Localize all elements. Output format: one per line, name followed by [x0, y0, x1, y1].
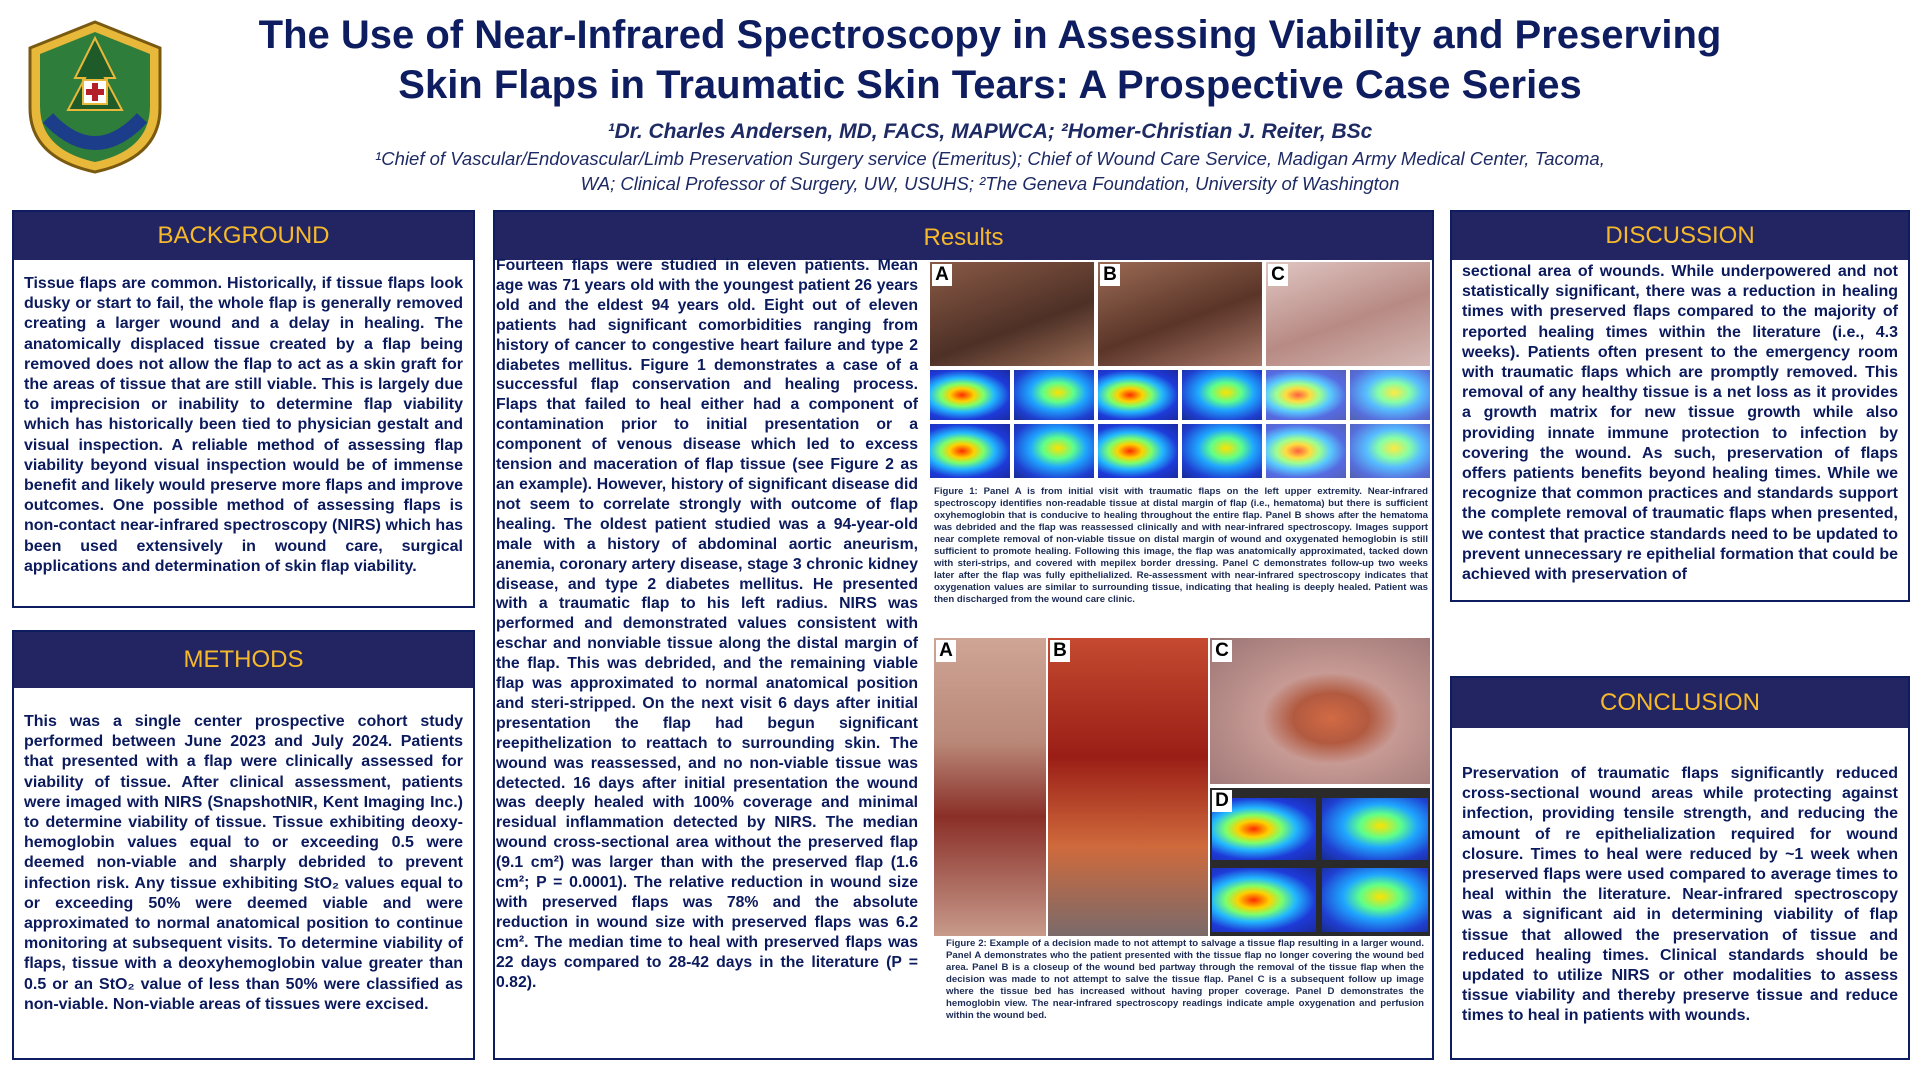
panel-letter-c: C: [1212, 640, 1232, 662]
discussion-heading: DISCUSSION: [1452, 212, 1908, 260]
panel-letter-b: B: [1050, 640, 1070, 662]
conclusion-heading: CONCLUSION: [1452, 678, 1908, 728]
figure-2-nirs-d4: [1322, 868, 1428, 932]
conclusion-panel: CONCLUSION Preservation of traumatic fla…: [1450, 676, 1910, 1060]
figure-1-nirs-a3: [930, 424, 1010, 478]
figure-1-caption: Figure 1: Panel A is from initial visit …: [934, 486, 1428, 605]
figure-1-nirs-b2: [1182, 370, 1262, 420]
figure-2-panel-d: D: [1210, 788, 1430, 936]
discussion-panel: DISCUSSION sectional area of wounds. Whi…: [1450, 210, 1910, 602]
poster-title: The Use of Near-Infrared Spectroscopy in…: [200, 10, 1780, 110]
figure-2-panel-c: C: [1210, 638, 1430, 784]
figure-1-nirs-a1: [930, 370, 1010, 420]
background-panel: BACKGROUND Tissue flaps are common. Hist…: [12, 210, 475, 608]
figure-1-nirs-b1: [1098, 370, 1178, 420]
figure-1-panel-c: C: [1266, 262, 1430, 366]
figure-1-panel-b: B: [1098, 262, 1262, 366]
author-list: ¹Dr. Charles Andersen, MD, FACS, MAPWCA;…: [607, 120, 1373, 143]
methods-heading: METHODS: [14, 632, 473, 688]
figure-1-nirs-c1: [1266, 370, 1346, 420]
figure-1-nirs-b3: [1098, 424, 1178, 478]
figure-2-caption: Figure 2: Example of a decision made to …: [946, 938, 1424, 1021]
affiliations: ¹Chief of Vascular/Endovascular/Limb Pre…: [300, 146, 1680, 196]
figure-1-nirs-a2: [1014, 370, 1094, 420]
figure-1-nirs-a4: [1014, 424, 1094, 478]
methods-panel: METHODS This was a single center prospec…: [12, 630, 475, 1060]
panel-letter-a: A: [932, 264, 952, 286]
panel-letter-d: D: [1212, 790, 1232, 812]
madigan-crest-logo: [20, 18, 170, 176]
panel-letter-c: C: [1268, 264, 1288, 286]
figure-2-nirs-d3: [1212, 868, 1316, 932]
title-line-2: Skin Flaps in Traumatic Skin Tears: A Pr…: [398, 63, 1582, 107]
results-heading: Results: [495, 212, 1432, 260]
discussion-text: sectional area of wounds. While underpow…: [1462, 263, 1898, 584]
conclusion-text: Preservation of traumatic flaps signific…: [1462, 765, 1898, 1025]
panel-letter-b: B: [1100, 264, 1120, 286]
background-heading: BACKGROUND: [14, 212, 473, 260]
affiliation-line-1: ¹Chief of Vascular/Endovascular/Limb Pre…: [375, 148, 1605, 169]
figure-2-panel-b: B: [1048, 638, 1208, 936]
affiliation-line-2: WA; Clinical Professor of Surgery, UW, U…: [580, 173, 1400, 194]
results-text: Fourteen flaps were studied in eleven pa…: [496, 257, 918, 991]
figure-1-panel-a: A: [930, 262, 1094, 366]
methods-text: This was a single center prospective coh…: [24, 713, 463, 1013]
figure-1-nirs-c4: [1350, 424, 1430, 478]
figure-1-nirs-c2: [1350, 370, 1430, 420]
panel-letter-a: A: [936, 640, 956, 662]
figure-2-panel-a: A: [934, 638, 1046, 936]
background-text: Tissue flaps are common. Historically, i…: [24, 275, 463, 575]
figure-1-nirs-c3: [1266, 424, 1346, 478]
figure-2-nirs-d2: [1322, 798, 1428, 860]
title-line-1: The Use of Near-Infrared Spectroscopy in…: [258, 13, 1722, 57]
figure-1-nirs-b4: [1182, 424, 1262, 478]
